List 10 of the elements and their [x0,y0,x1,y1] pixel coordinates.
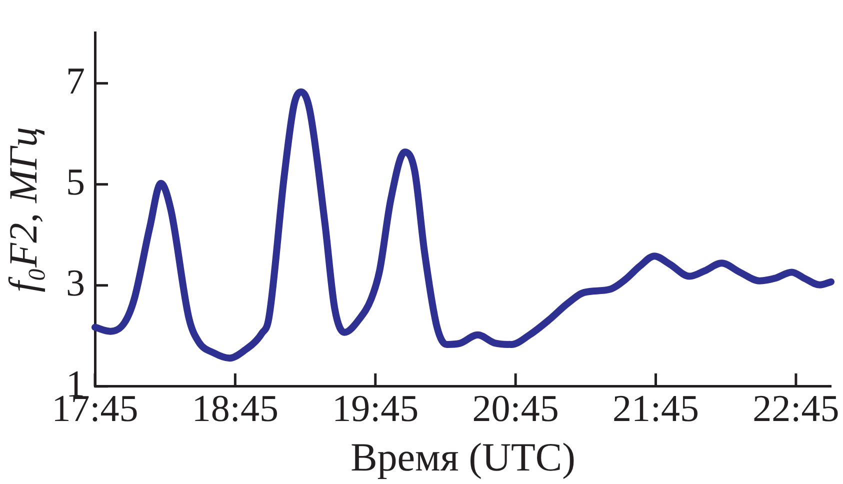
x-tick-label: 20:45 [472,388,559,430]
x-axis-title: Время (UTC) [350,434,576,480]
y-tick-label: 3 [66,262,85,304]
x-tick-label: 22:45 [752,388,840,430]
y-tick-label: 7 [66,60,85,102]
y-axis-title: f₀F2, МГц [0,126,46,292]
y-tick-label: 5 [66,161,85,204]
x-tick-label: 19:45 [332,388,419,430]
x-tick-label: 18:45 [192,388,278,430]
x-tick-label: 21:45 [612,388,700,430]
